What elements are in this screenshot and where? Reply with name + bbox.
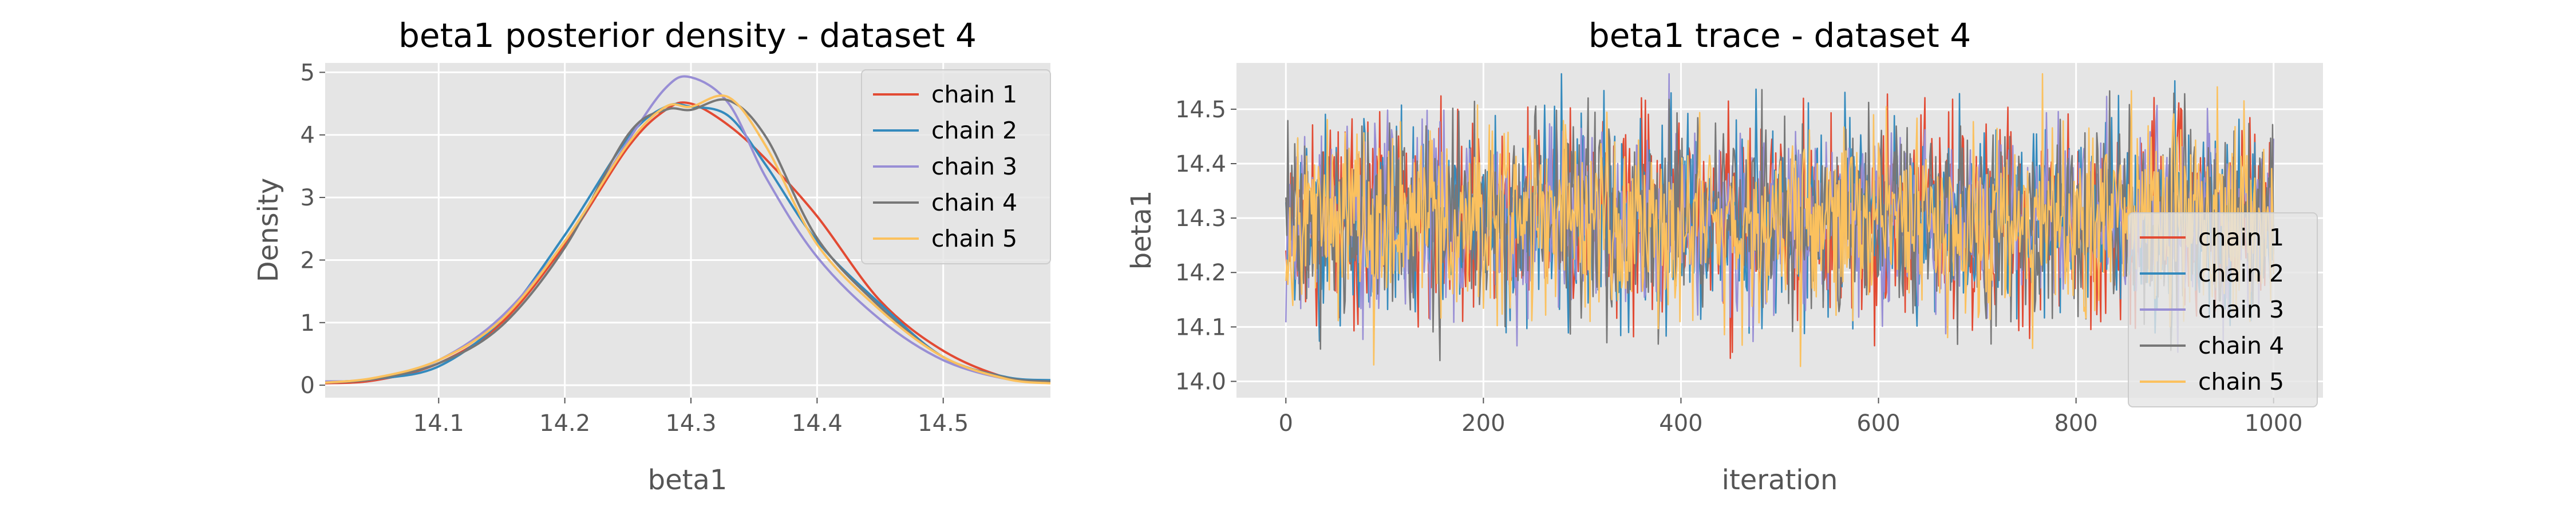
trace-legend-label: chain 3: [2198, 296, 2284, 323]
density-y-tick-label: 5: [301, 60, 315, 86]
trace-legend-label: chain 4: [2198, 332, 2284, 359]
trace-line-chain-5: [1285, 73, 2274, 367]
density-legend-label: chain 1: [931, 81, 1017, 108]
density-ylabel: Density: [252, 178, 285, 282]
density-lines: [325, 75, 1050, 385]
trace-panel: 0 200 400 600 800 1000 14.0 14.1 14.2 14.3 14.4 14.…: [1125, 16, 2323, 496]
density-legend-frame: [861, 69, 1051, 264]
trace-line-chain-4: [1285, 89, 2274, 362]
density-ticks: 14.1 14.2 14.3 14.4 14.5 0 1 2 3 4 5: [301, 60, 969, 437]
trace-lines: [1285, 73, 2274, 367]
trace-ylabel: beta1: [1125, 191, 1157, 270]
density-y-tick-label: 1: [301, 310, 315, 336]
density-legend-label: chain 5: [931, 225, 1017, 252]
density-x-tick-label: 14.1: [413, 410, 464, 437]
density-y-tick-label: 4: [301, 122, 315, 149]
density-x-tick-label: 14.2: [539, 410, 590, 437]
density-y-tick-label: 3: [301, 185, 315, 211]
trace-legend: chain 1 chain 2 chain 3 chain 4 chain 5: [2128, 212, 2318, 407]
density-legend: chain 1 chain 2 chain 3 chain 4 chain 5: [861, 69, 1051, 264]
density-x-tick-label: 14.4: [792, 410, 843, 437]
density-x-tick-label: 14.3: [665, 410, 716, 437]
trace-y-tick-label: 14.0: [1175, 369, 1226, 395]
density-legend-label: chain 2: [931, 117, 1017, 144]
density-panel: 14.1 14.2 14.3 14.4 14.5 0 1 2 3 4 5 beta1 posteri…: [252, 16, 1051, 496]
trace-x-tick-label: 600: [1856, 410, 1900, 437]
trace-title: beta1 trace - dataset 4: [1589, 16, 1971, 55]
trace-legend-label: chain 1: [2198, 224, 2284, 251]
density-xlabel: beta1: [648, 464, 728, 496]
trace-x-tick-label: 1000: [2245, 410, 2303, 437]
density-y-tick-label: 0: [301, 373, 315, 399]
trace-legend-label: chain 2: [2198, 260, 2284, 287]
trace-legend-label: chain 5: [2198, 368, 2284, 395]
trace-y-tick-label: 14.4: [1175, 151, 1226, 177]
density-title: beta1 posterior density - dataset 4: [398, 16, 977, 55]
trace-y-tick-label: 14.1: [1175, 314, 1226, 340]
trace-x-tick-label: 400: [1659, 410, 1702, 437]
trace-y-tick-label: 14.5: [1175, 97, 1226, 123]
trace-y-tick-label: 14.2: [1175, 260, 1226, 286]
trace-xlabel: iteration: [1722, 464, 1838, 496]
density-legend-label: chain 3: [931, 153, 1017, 180]
trace-legend-frame: [2128, 212, 2318, 407]
trace-x-tick-label: 0: [1279, 410, 1293, 437]
trace-x-tick-label: 200: [1461, 410, 1505, 437]
density-line-chain-5: [325, 94, 1050, 385]
trace-y-tick-label: 14.3: [1175, 205, 1226, 232]
density-line-chain-3: [325, 75, 1050, 383]
trace-x-tick-label: 800: [2054, 410, 2097, 437]
density-x-tick-label: 14.5: [918, 410, 969, 437]
density-legend-label: chain 4: [931, 189, 1017, 216]
trace-ticks: 0 200 400 600 800 1000 14.0 14.1 14.2 14.3 14.4 14.…: [1175, 97, 2303, 437]
density-y-tick-label: 2: [301, 247, 315, 274]
